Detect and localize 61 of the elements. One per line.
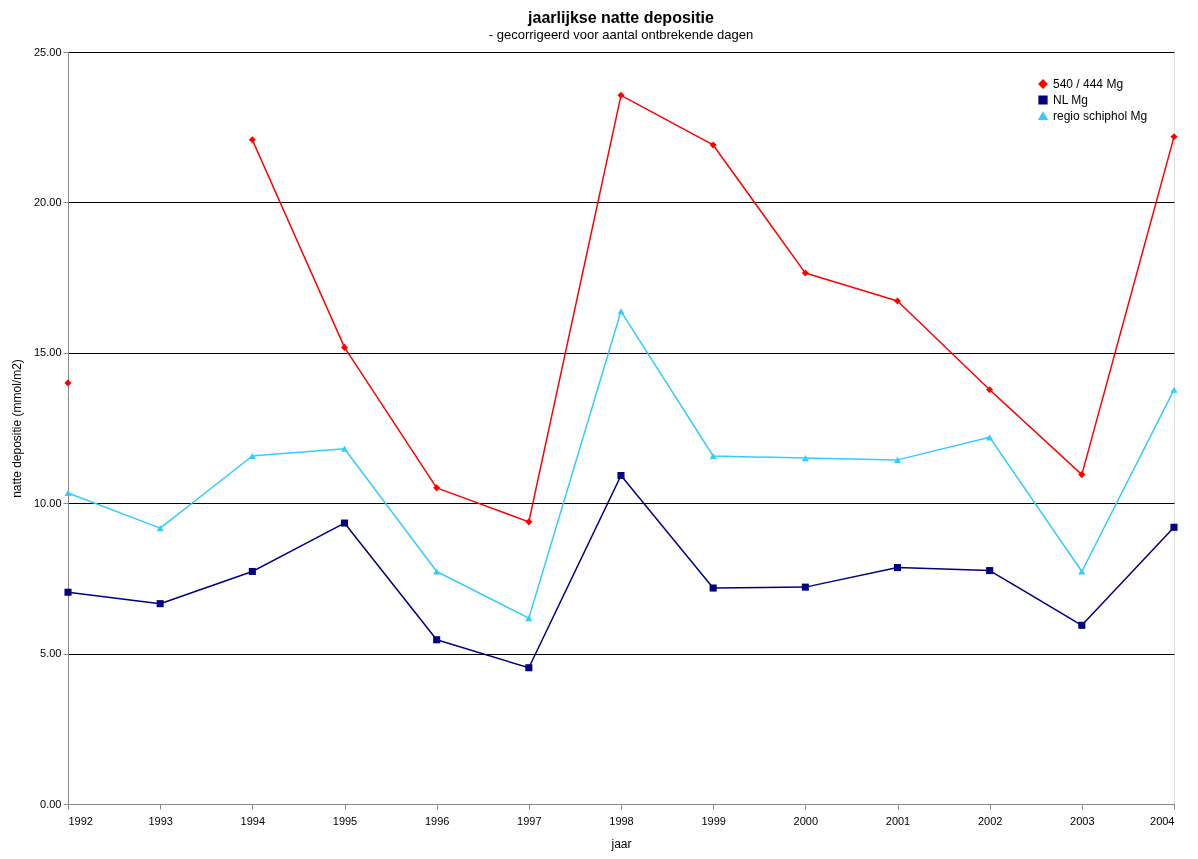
x-tick-label: 1994 [240,814,266,827]
point [893,297,902,305]
x-tick-label: 2002 [977,814,1003,827]
y-tick-label: 5.00 [40,647,62,660]
point [433,484,441,492]
point [893,564,902,572]
point [248,567,256,576]
y-tick-label: 20.00 [33,195,62,208]
y-tick-label: 0.00 [40,797,62,810]
legend-label: 540 / 444 Mg [1053,77,1124,91]
x-axis-title: jaar [610,836,632,851]
legend-label: NL Mg [1053,93,1088,107]
point [801,583,809,591]
x-tick-label: 2003 [1070,814,1095,827]
x-tick-label: 1997 [517,814,542,827]
y-tick-label: 15.00 [33,346,62,359]
point [340,519,349,527]
x-tick-label: 1992 [68,814,93,827]
point [248,136,256,144]
x-tick-label: 1998 [609,814,634,827]
point [64,588,72,596]
point [709,584,717,592]
y-axis-title: natte depositie (mmol/m2) [9,359,24,498]
x-tick-label: 2000 [793,814,819,827]
point [801,455,809,462]
point [340,445,349,452]
point [248,452,256,460]
point [1078,471,1086,479]
point [801,269,809,277]
point [156,600,164,608]
point [893,456,902,463]
x-tick-label: 1993 [148,814,173,827]
point [1078,568,1086,575]
x-tick-label: 2004 [1150,814,1175,827]
point [525,664,533,672]
point [433,636,441,644]
point [340,343,349,351]
x-tick-label: 1995 [332,814,358,827]
legend-label: regio schiphol Mg [1053,109,1148,123]
point [525,615,533,622]
y-tick-label: 10.00 [33,496,62,509]
point [709,452,717,460]
y-tick-label: 25.00 [33,45,62,58]
point [986,386,994,394]
point [1170,133,1178,141]
x-tick-label: 1996 [424,814,450,827]
point [525,518,533,526]
point [617,91,625,99]
chart-title: jaarlijkse natte depositie [527,9,715,26]
point [709,141,717,149]
point [1078,621,1086,629]
point [986,567,994,575]
point [156,525,164,532]
x-tick-label: 1999 [701,814,726,827]
chart-subtitle: - gecorrigeerd voor aantal ontbrekende dagen [488,27,754,42]
point [64,489,72,497]
point [1170,386,1178,393]
x-tick-label: 2001 [885,814,911,827]
point [1170,523,1178,531]
point [433,568,441,575]
point [617,471,625,480]
